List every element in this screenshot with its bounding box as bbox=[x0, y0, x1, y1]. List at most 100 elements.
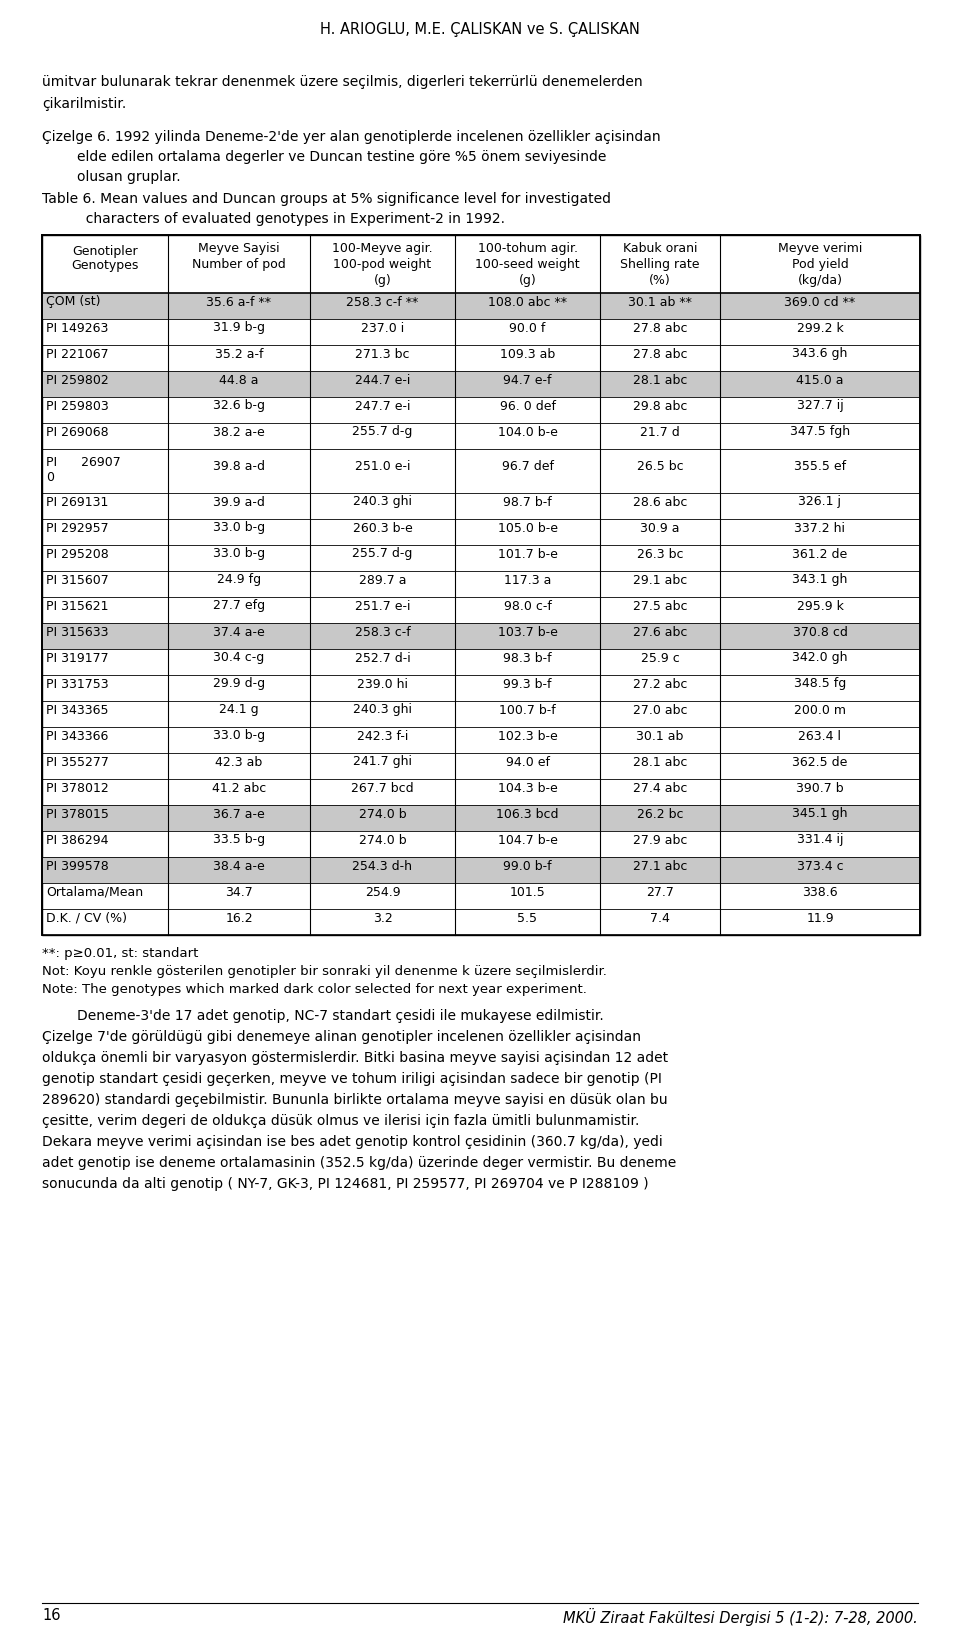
Text: 38.2 a-e: 38.2 a-e bbox=[213, 425, 265, 438]
Text: (kg/da): (kg/da) bbox=[798, 274, 843, 287]
Text: 258.3 c-f: 258.3 c-f bbox=[354, 626, 410, 639]
Text: 355.5 ef: 355.5 ef bbox=[794, 461, 846, 473]
Text: 33.5 b-g: 33.5 b-g bbox=[213, 833, 265, 846]
Text: 289620) standardi geçebilmistir. Bununla birlikte ortalama meyve sayisi en düsük: 289620) standardi geçebilmistir. Bununla… bbox=[42, 1094, 667, 1107]
Text: PI 378015: PI 378015 bbox=[46, 807, 108, 820]
Text: 361.2 de: 361.2 de bbox=[792, 548, 848, 561]
Text: characters of evaluated genotypes in Experiment-2 in 1992.: characters of evaluated genotypes in Exp… bbox=[42, 212, 505, 227]
Text: 251.0 e-i: 251.0 e-i bbox=[355, 461, 410, 473]
Text: Ortalama/Mean: Ortalama/Mean bbox=[46, 885, 143, 898]
Text: Kabuk orani: Kabuk orani bbox=[623, 241, 697, 254]
Text: 106.3 bcd: 106.3 bcd bbox=[496, 807, 559, 820]
Text: 105.0 b-e: 105.0 b-e bbox=[497, 522, 558, 535]
Text: (g): (g) bbox=[373, 274, 392, 287]
Text: 117.3 a: 117.3 a bbox=[504, 574, 551, 587]
Text: 30.4 c-g: 30.4 c-g bbox=[213, 652, 265, 665]
Text: 100-seed weight: 100-seed weight bbox=[475, 258, 580, 271]
Text: 5.5: 5.5 bbox=[517, 911, 538, 924]
Text: Not: Koyu renkle gösterilen genotipler bir sonraki yil denenme k üzere seçilmisl: Not: Koyu renkle gösterilen genotipler b… bbox=[42, 965, 607, 978]
Text: D.K. / CV (%): D.K. / CV (%) bbox=[46, 911, 127, 924]
Text: 32.6 b-g: 32.6 b-g bbox=[213, 399, 265, 412]
Text: ümitvar bulunarak tekrar denenmek üzere seçilmis, digerleri tekerrürlü denemeler: ümitvar bulunarak tekrar denenmek üzere … bbox=[42, 75, 642, 90]
Text: çesitte, verim degeri de oldukça düsük olmus ve ilerisi için fazla ümitli bulunm: çesitte, verim degeri de oldukça düsük o… bbox=[42, 1113, 639, 1128]
Text: 242.3 f-i: 242.3 f-i bbox=[357, 730, 408, 743]
Text: PI 378012: PI 378012 bbox=[46, 781, 108, 794]
Text: Table 6. Mean values and Duncan groups at 5% significance level for investigated: Table 6. Mean values and Duncan groups a… bbox=[42, 192, 611, 205]
Text: 101.7 b-e: 101.7 b-e bbox=[497, 548, 558, 561]
Text: 390.7 b: 390.7 b bbox=[796, 781, 844, 794]
Text: PI 269131: PI 269131 bbox=[46, 496, 108, 509]
Bar bbox=[42, 623, 920, 649]
Text: PI 221067: PI 221067 bbox=[46, 347, 108, 360]
Text: Note: The genotypes which marked dark color selected for next year experiment.: Note: The genotypes which marked dark co… bbox=[42, 983, 587, 996]
Text: oldukça önemli bir varyasyon göstermislerdir. Bitki basina meyve sayisi açisinda: oldukça önemli bir varyasyon göstermisle… bbox=[42, 1051, 668, 1064]
Text: 24.1 g: 24.1 g bbox=[219, 704, 259, 717]
Text: 415.0 a: 415.0 a bbox=[796, 373, 844, 386]
Text: 34.7: 34.7 bbox=[226, 885, 252, 898]
Text: 96. 0 def: 96. 0 def bbox=[499, 399, 556, 412]
Text: 343.1 gh: 343.1 gh bbox=[792, 574, 848, 587]
Text: 338.6: 338.6 bbox=[803, 885, 838, 898]
Bar bbox=[42, 235, 920, 936]
Text: PI 399578: PI 399578 bbox=[46, 859, 108, 872]
Text: 237.0 i: 237.0 i bbox=[361, 321, 404, 334]
Text: H. ARIOGLU, M.E. ÇALISKAN ve S. ÇALISKAN: H. ARIOGLU, M.E. ÇALISKAN ve S. ÇALISKAN bbox=[320, 21, 640, 37]
Text: 41.2 abc: 41.2 abc bbox=[212, 781, 266, 794]
Text: 29.1 abc: 29.1 abc bbox=[633, 574, 687, 587]
Text: 99.3 b-f: 99.3 b-f bbox=[503, 678, 552, 691]
Text: Dekara meyve verimi açisindan ise bes adet genotip kontrol çesidinin (360.7 kg/d: Dekara meyve verimi açisindan ise bes ad… bbox=[42, 1134, 662, 1149]
Text: 104.3 b-e: 104.3 b-e bbox=[497, 781, 558, 794]
Text: 326.1 j: 326.1 j bbox=[799, 496, 842, 509]
Text: 27.5 abc: 27.5 abc bbox=[633, 600, 687, 613]
Text: 240.3 ghi: 240.3 ghi bbox=[353, 704, 412, 717]
Text: 252.7 d-i: 252.7 d-i bbox=[354, 652, 410, 665]
Text: 327.7 ij: 327.7 ij bbox=[797, 399, 844, 412]
Text: 35.2 a-f: 35.2 a-f bbox=[215, 347, 263, 360]
Text: Çizelge 6. 1992 yilinda Deneme-2'de yer alan genotiplerde incelenen özellikler a: Çizelge 6. 1992 yilinda Deneme-2'de yer … bbox=[42, 130, 660, 143]
Text: (g): (g) bbox=[518, 274, 537, 287]
Text: 98.7 b-f: 98.7 b-f bbox=[503, 496, 552, 509]
Bar bbox=[42, 293, 920, 319]
Text: PI 386294: PI 386294 bbox=[46, 833, 108, 846]
Text: genotip standart çesidi geçerken, meyve ve tohum iriligi açisindan sadece bir ge: genotip standart çesidi geçerken, meyve … bbox=[42, 1073, 661, 1086]
Text: 27.8 abc: 27.8 abc bbox=[633, 321, 687, 334]
Text: 90.0 f: 90.0 f bbox=[510, 321, 545, 334]
Text: 30.9 a: 30.9 a bbox=[640, 522, 680, 535]
Text: 38.4 a-e: 38.4 a-e bbox=[213, 859, 265, 872]
Text: 3.2: 3.2 bbox=[372, 911, 393, 924]
Text: Genotypes: Genotypes bbox=[71, 259, 138, 272]
Text: 39.9 a-d: 39.9 a-d bbox=[213, 496, 265, 509]
Text: 240.3 ghi: 240.3 ghi bbox=[353, 496, 412, 509]
Text: 247.7 e-i: 247.7 e-i bbox=[355, 399, 410, 412]
Text: 26.3 bc: 26.3 bc bbox=[636, 548, 684, 561]
Text: 103.7 b-e: 103.7 b-e bbox=[497, 626, 558, 639]
Text: PI 259803: PI 259803 bbox=[46, 399, 108, 412]
Text: 239.0 hi: 239.0 hi bbox=[357, 678, 408, 691]
Text: 33.0 b-g: 33.0 b-g bbox=[213, 522, 265, 535]
Text: PI 315633: PI 315633 bbox=[46, 626, 108, 639]
Text: 37.4 a-e: 37.4 a-e bbox=[213, 626, 265, 639]
Text: ÇOM (st): ÇOM (st) bbox=[46, 295, 101, 308]
Text: PI 315621: PI 315621 bbox=[46, 600, 108, 613]
Text: 251.7 e-i: 251.7 e-i bbox=[355, 600, 410, 613]
Text: 27.0 abc: 27.0 abc bbox=[633, 704, 687, 717]
Text: PI 259802: PI 259802 bbox=[46, 373, 108, 386]
Text: 104.7 b-e: 104.7 b-e bbox=[497, 833, 558, 846]
Text: 0: 0 bbox=[46, 471, 54, 484]
Text: PI 269068: PI 269068 bbox=[46, 425, 108, 438]
Text: 104.0 b-e: 104.0 b-e bbox=[497, 425, 558, 438]
Text: (%): (%) bbox=[649, 274, 671, 287]
Text: 260.3 b-e: 260.3 b-e bbox=[352, 522, 413, 535]
Text: 44.8 a: 44.8 a bbox=[219, 373, 259, 386]
Text: 241.7 ghi: 241.7 ghi bbox=[353, 755, 412, 768]
Text: PI 295208: PI 295208 bbox=[46, 548, 108, 561]
Text: 28.1 abc: 28.1 abc bbox=[633, 373, 687, 386]
Text: 254.9: 254.9 bbox=[365, 885, 400, 898]
Bar bbox=[42, 372, 920, 398]
Text: PI      26907: PI 26907 bbox=[46, 456, 121, 469]
Text: 100-tohum agir.: 100-tohum agir. bbox=[477, 241, 578, 254]
Text: 98.0 c-f: 98.0 c-f bbox=[504, 600, 551, 613]
Text: 98.3 b-f: 98.3 b-f bbox=[503, 652, 552, 665]
Text: 348.5 fg: 348.5 fg bbox=[794, 678, 846, 691]
Text: 255.7 d-g: 255.7 d-g bbox=[352, 548, 413, 561]
